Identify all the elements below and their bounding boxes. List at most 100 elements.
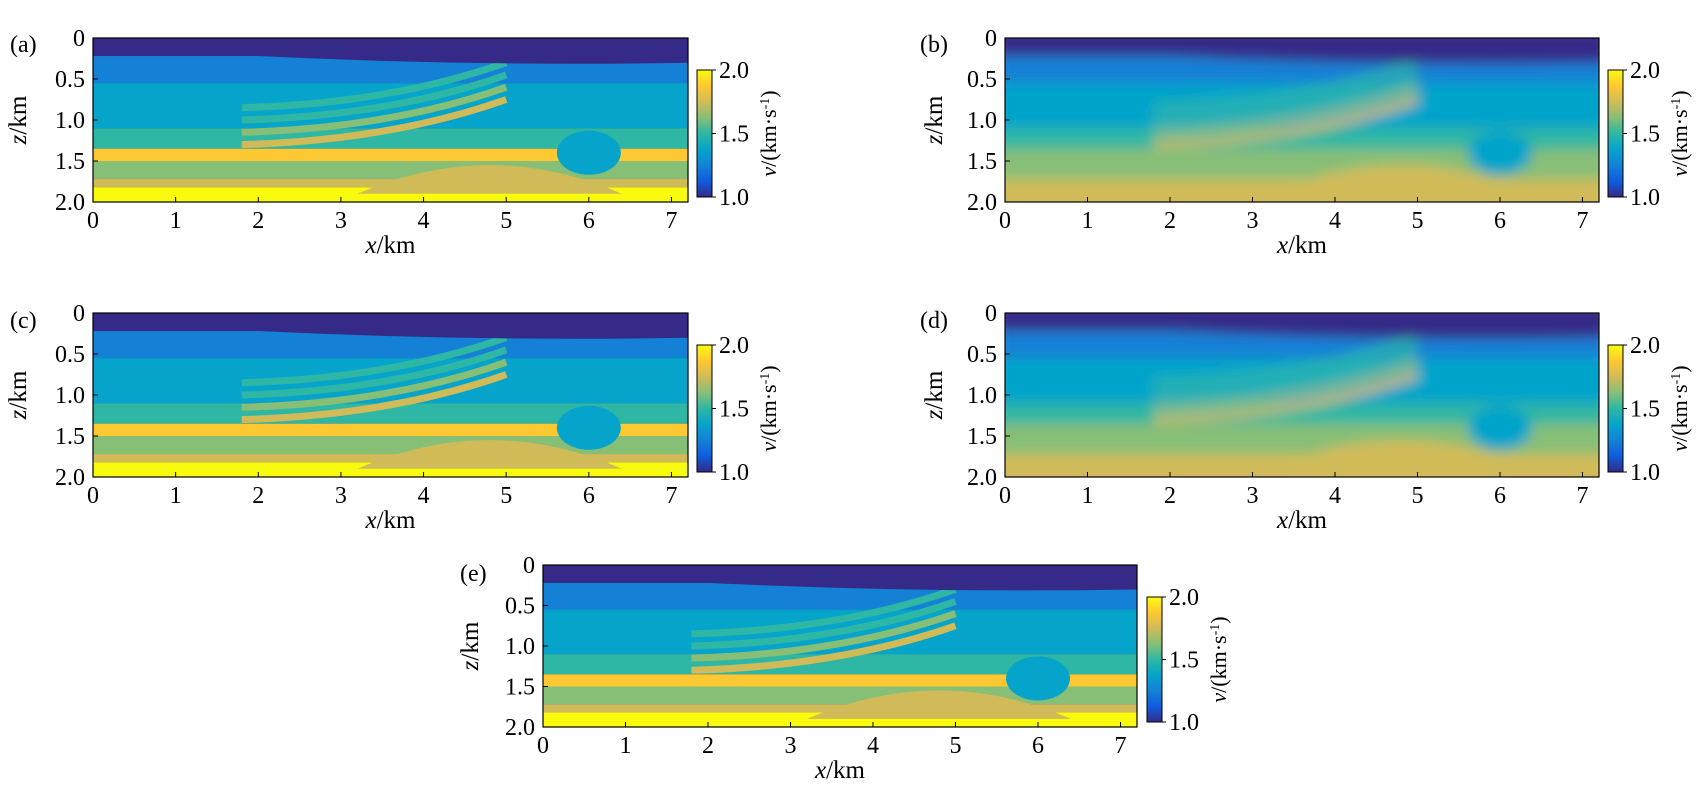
low-velocity-zone: [556, 130, 621, 175]
colorbar-label-unit: /(km·s: [1667, 384, 1692, 441]
y-axis-unit: /km: [921, 370, 948, 409]
velocity-field: [1005, 38, 1599, 202]
x-tick-label: 5: [1412, 483, 1424, 509]
colorbar-bar: [696, 69, 713, 198]
colorbar-tick-label: 1.5: [1630, 397, 1660, 423]
velocity-field: [543, 565, 1137, 727]
colorbar-label-close: ): [756, 365, 781, 372]
reflector-3: [691, 585, 957, 638]
x-tick-label: 5: [500, 483, 512, 509]
y-tick-label: 1.5: [505, 675, 535, 701]
x-axis-title: x/km: [364, 507, 416, 534]
y-axis-unit: /km: [921, 95, 948, 134]
x-tick-label: 2: [1164, 483, 1176, 509]
water-top: [1005, 38, 1599, 64]
x-axis-title: x/km: [814, 757, 866, 784]
y-tick-label: 1.5: [55, 424, 85, 450]
x-tick-label: 3: [785, 733, 797, 759]
y-tick-label: 2.0: [967, 190, 997, 216]
colorbar-label: v/(km·s-1): [1667, 365, 1692, 451]
x-tick-label: 7: [1577, 208, 1589, 234]
colorbar-label-var: v: [1667, 167, 1692, 177]
y-axis-title: z/km: [5, 370, 32, 420]
colorbar-label-sup: -1: [1669, 98, 1684, 110]
x-tick-label: 5: [950, 733, 962, 759]
x-tick-label: 4: [418, 208, 430, 234]
reflector-1: [691, 610, 957, 662]
x-tick-label: 2: [252, 483, 264, 509]
colorbar-label-close: ): [756, 90, 781, 97]
panel-b: 0 1 2 3 4 5 6 700.51.01.52.0x/kmz/km(b)1.01.52.…: [920, 26, 1692, 259]
y-tick-label: 0: [985, 26, 997, 52]
velocity-field: [1005, 313, 1599, 477]
reflector-0: [1153, 96, 1419, 149]
y-axis-unit: /km: [5, 370, 32, 409]
y-axis-var: z: [5, 134, 32, 145]
x-axis-var: x: [1276, 507, 1288, 534]
colorbar-label-close: ): [1206, 616, 1231, 623]
reflector-2: [1153, 346, 1419, 399]
y-axis-unit: /km: [5, 95, 32, 134]
colorbar-label-unit: /(km·s: [756, 109, 781, 166]
colorbar-label-sup: -1: [758, 373, 773, 385]
reflector-1: [1153, 358, 1419, 411]
velocity-layers: [1005, 38, 1599, 202]
x-axis-title: x/km: [1276, 507, 1328, 534]
colorbar-tick-label: 2.0: [719, 58, 749, 84]
reflector-2: [241, 346, 508, 399]
colorbar: 1.0 1.5 2.0 v/(km·s-1): [1607, 58, 1692, 211]
y-axis-title: z/km: [5, 95, 32, 145]
velocity-layers: [93, 38, 688, 202]
y-tick-label: 0.5: [55, 342, 85, 368]
x-tick-label: 3: [1247, 483, 1259, 509]
colorbar-label-sup: -1: [758, 98, 773, 110]
colorbar-label-sup: -1: [1669, 373, 1684, 385]
x-tick-label: 2: [1164, 208, 1176, 234]
x-axis-title: x/km: [1276, 232, 1328, 259]
x-axis-var: x: [364, 507, 376, 534]
x-axis-title: x/km: [364, 232, 416, 259]
y-axis-title: z/km: [457, 621, 484, 671]
colorbar-label-var: v: [756, 167, 781, 177]
x-tick-label: 4: [867, 733, 879, 759]
layer-band-3: [543, 674, 1137, 687]
colorbar-tick-label: 1.5: [1169, 648, 1199, 674]
x-axis-var: x: [364, 232, 376, 259]
y-tick-label: 2.0: [55, 465, 85, 491]
reflector-2: [691, 598, 957, 650]
colorbar-tick-label: 1.0: [1630, 460, 1660, 486]
panel-label: (d): [920, 308, 948, 334]
y-tick-label: 1.5: [967, 424, 997, 450]
y-tick-label: 1.0: [967, 108, 997, 134]
colorbar-tick-label: 2.0: [1169, 585, 1199, 611]
anticline: [357, 165, 622, 194]
layer-band-3: [1005, 423, 1599, 436]
colorbar-tick-label: 1.5: [719, 122, 749, 148]
anticline: [1269, 440, 1533, 469]
y-tick-label: 1.5: [967, 149, 997, 175]
x-tick-label: 1: [620, 733, 632, 759]
colorbar-tick-label: 1.5: [719, 397, 749, 423]
y-axis-var: z: [457, 660, 484, 671]
panel-label: (b): [920, 32, 948, 58]
x-tick-label: 4: [418, 483, 430, 509]
y-tick-label: 1.0: [55, 108, 85, 134]
colorbar-label: v/(km·s-1): [1206, 616, 1231, 702]
x-axis-var: x: [1276, 232, 1288, 259]
y-tick-label: 1.0: [505, 634, 535, 660]
y-tick-label: 1.5: [55, 149, 85, 175]
colorbar-tick-label: 1.0: [719, 460, 749, 486]
y-axis-var: z: [921, 134, 948, 145]
colorbar-label-unit: /(km·s: [1667, 109, 1692, 166]
water-top: [93, 313, 688, 339]
x-axis-unit: /km: [1288, 507, 1327, 534]
y-tick-label: 2.0: [55, 190, 85, 216]
colorbar: 1.0 1.5 2.0 v/(km·s-1): [696, 58, 781, 211]
x-axis-unit: /km: [377, 232, 416, 259]
colorbar-tick-label: 2.0: [1630, 58, 1660, 84]
colorbar-bar: [1146, 596, 1163, 723]
reflector-0: [241, 96, 508, 149]
x-tick-label: 5: [500, 208, 512, 234]
colorbar-label: v/(km·s-1): [756, 365, 781, 451]
